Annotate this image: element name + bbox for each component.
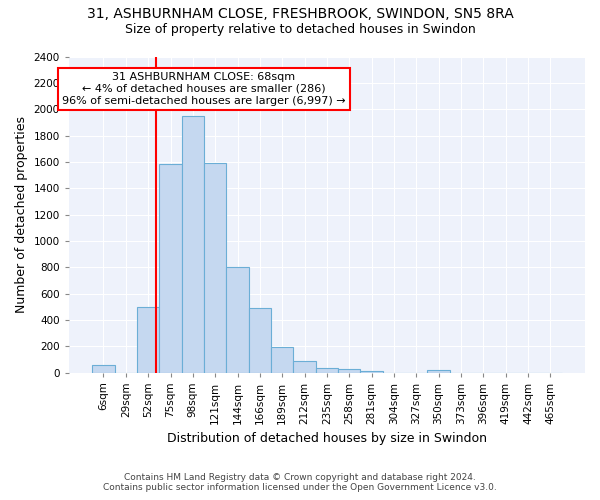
Bar bbox=[92, 366, 115, 372]
Bar bbox=[226, 267, 249, 372]
Text: 31 ASHBURNHAM CLOSE: 68sqm
← 4% of detached houses are smaller (286)
96% of semi: 31 ASHBURNHAM CLOSE: 68sqm ← 4% of detac… bbox=[62, 72, 346, 106]
Bar bbox=[160, 164, 182, 372]
Text: Size of property relative to detached houses in Swindon: Size of property relative to detached ho… bbox=[125, 22, 475, 36]
Bar bbox=[361, 370, 383, 372]
Bar bbox=[137, 306, 160, 372]
Bar bbox=[316, 368, 338, 372]
X-axis label: Distribution of detached houses by size in Swindon: Distribution of detached houses by size … bbox=[167, 432, 487, 445]
Text: 31, ASHBURNHAM CLOSE, FRESHBROOK, SWINDON, SN5 8RA: 31, ASHBURNHAM CLOSE, FRESHBROOK, SWINDO… bbox=[86, 8, 514, 22]
Text: Contains HM Land Registry data © Crown copyright and database right 2024.
Contai: Contains HM Land Registry data © Crown c… bbox=[103, 473, 497, 492]
Bar bbox=[293, 360, 316, 372]
Y-axis label: Number of detached properties: Number of detached properties bbox=[15, 116, 28, 313]
Bar bbox=[182, 116, 204, 372]
Bar bbox=[249, 308, 271, 372]
Bar bbox=[204, 163, 226, 372]
Bar bbox=[271, 348, 293, 372]
Bar bbox=[338, 368, 361, 372]
Bar bbox=[427, 370, 450, 372]
